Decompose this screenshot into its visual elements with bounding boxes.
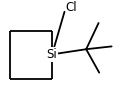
Text: Si: Si [47, 48, 57, 61]
Text: Cl: Cl [65, 1, 77, 14]
